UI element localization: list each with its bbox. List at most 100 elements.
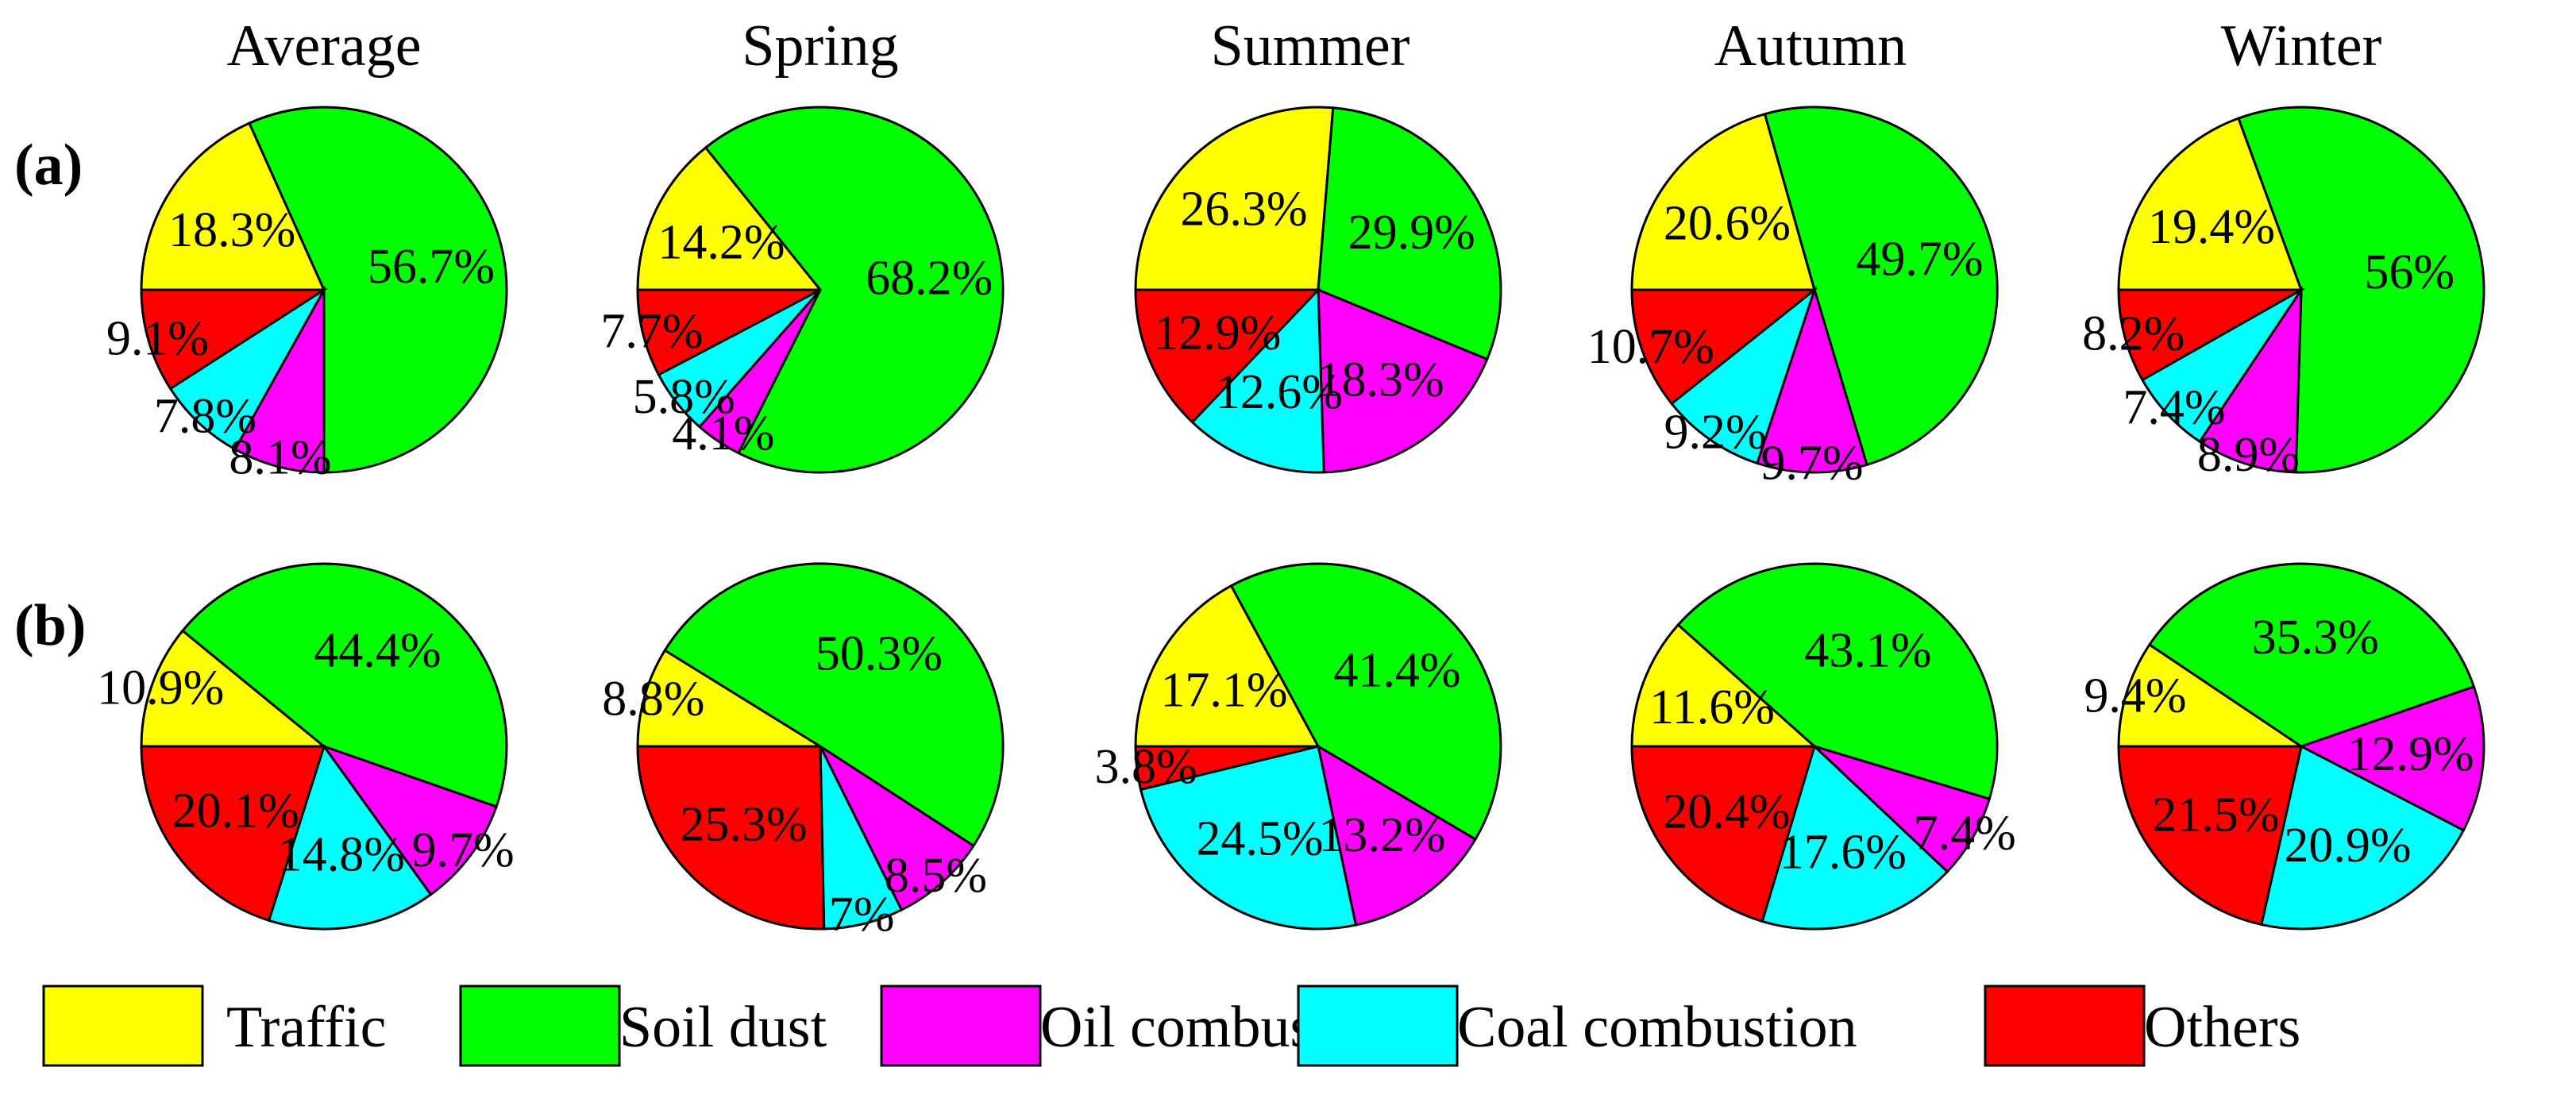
- pct-label-a-winter-traffic: 19.4%: [2148, 200, 2275, 254]
- column-titles: Average Spring Summer Autumn Winter: [226, 13, 2381, 79]
- pct-label-b-average-traffic: 10.9%: [97, 661, 224, 715]
- pct-label-a-autumn-oil-combustion: 9.7%: [1760, 437, 1863, 491]
- slice-a-winter-coal-combustion: [2140, 288, 2303, 444]
- legend-label-traffic: Traffic: [226, 995, 386, 1060]
- pct-label-a-winter-coal-combustion: 7.4%: [2123, 381, 2225, 435]
- legend-swatch-traffic: [42, 985, 204, 1067]
- pct-label-a-spring-soil-dust: 68.2%: [866, 251, 993, 305]
- pct-label-a-summer-oil-combustion: 18.3%: [1317, 353, 1444, 407]
- pct-label-a-spring-others: 7.7%: [600, 304, 703, 358]
- slice-a-winter-traffic: [2117, 117, 2304, 291]
- slice-b-average-traffic: [140, 629, 328, 748]
- pie-a-spring: 14.2% 68.2% 4.1%5.8% 7.7%: [600, 106, 1005, 474]
- pct-label-a-summer-coal-combustion: 12.6%: [1216, 365, 1343, 419]
- slice-a-autumn-oil-combustion: [1755, 286, 1868, 474]
- pct-label-b-average-soil-dust: 44.4%: [314, 624, 441, 678]
- pie-a-autumn: 20.6% 49.7% 9.7%9.2% 10.7%: [1587, 106, 1999, 491]
- slice-a-average-soil-dust: [248, 106, 508, 474]
- slice-a-winter-soil-dust: [2237, 106, 2485, 474]
- pct-label-a-spring-coal-combustion: 5.8%: [633, 370, 735, 424]
- slice-a-summer-oil-combustion: [1317, 287, 1489, 474]
- slice-a-summer-soil-dust: [1317, 106, 1502, 361]
- pct-label-b-winter-soil-dust: 35.3%: [2252, 611, 2379, 665]
- pct-label-b-autumn-soil-dust: 43.1%: [1804, 624, 1931, 678]
- pie-b-autumn: 11.6% 43.1% 7.4%17.6%20.4%: [1630, 562, 2016, 931]
- legend-swatch-others: [1984, 985, 2146, 1067]
- pct-label-b-average-oil-combustion: 9.7%: [412, 823, 515, 877]
- pct-label-a-summer-others: 12.9%: [1154, 306, 1281, 360]
- pie-a-winter: 19.4% 56% 8.9%7.4% 8.2%: [2082, 106, 2485, 482]
- slice-a-autumn-coal-combustion: [1670, 286, 1818, 465]
- slice-a-summer-traffic: [1134, 106, 1335, 291]
- slice-a-average-others: [140, 288, 329, 391]
- pct-label-b-average-others: 20.1%: [172, 784, 299, 838]
- slice-b-winter-coal-combustion: [2260, 744, 2466, 931]
- pct-label-a-winter-oil-combustion: 8.9%: [2197, 428, 2300, 482]
- slice-b-summer-oil-combustion: [1316, 743, 1478, 927]
- slice-b-spring-oil-combustion: [817, 742, 976, 912]
- pct-label-b-autumn-coal-combustion: 17.6%: [1780, 825, 1907, 879]
- slice-b-summer-others: [1134, 745, 1319, 792]
- pct-label-b-spring-soil-dust: 50.3%: [816, 626, 943, 680]
- slice-a-winter-oil-combustion: [2198, 285, 2303, 474]
- legend-swatch-oil-combustion: [880, 985, 1042, 1067]
- slice-b-spring-others: [636, 745, 826, 931]
- slice-b-summer-coal-combustion: [1139, 745, 1358, 931]
- slice-b-average-coal-combustion: [267, 743, 433, 931]
- pct-label-a-autumn-coal-combustion: 9.2%: [1664, 405, 1767, 459]
- slice-a-summer-coal-combustion: [1190, 287, 1325, 474]
- pct-label-b-average-coal-combustion: 14.8%: [278, 827, 405, 881]
- pct-label-b-winter-coal-combustion: 20.9%: [2284, 819, 2411, 873]
- pct-label-b-winter-others: 21.5%: [2152, 788, 2279, 842]
- pct-label-a-winter-others: 8.2%: [2082, 307, 2185, 361]
- slice-b-autumn-others: [1630, 745, 1817, 923]
- pie-a-summer: 26.3% 29.9% 18.3%12.6%12.9%: [1134, 106, 1502, 474]
- pct-label-a-average-traffic: 18.3%: [168, 203, 295, 257]
- slice-b-spring-traffic: [636, 649, 825, 748]
- pie-b-winter: 9.4% 35.3% 12.9% 20.9%21.5%: [2084, 562, 2485, 931]
- pct-label-a-average-oil-combustion: 8.1%: [229, 431, 331, 485]
- slice-a-average-traffic: [140, 121, 326, 291]
- slice-a-spring-others: [636, 288, 821, 377]
- slice-a-average-coal-combustion: [168, 288, 326, 451]
- pct-label-b-spring-traffic: 8.8%: [602, 672, 704, 726]
- pct-label-a-spring-traffic: 14.2%: [657, 216, 785, 270]
- slice-b-autumn-soil-dust: [1676, 562, 1999, 801]
- col-title-spring: Spring: [742, 13, 898, 79]
- pct-label-a-winter-soil-dust: 56%: [2364, 245, 2455, 299]
- pct-label-b-summer-traffic: 17.1%: [1160, 663, 1287, 717]
- col-title-winter: Winter: [2221, 13, 2382, 79]
- col-title-autumn: Autumn: [1714, 13, 1907, 79]
- slice-b-average-others: [140, 745, 326, 923]
- legend-swatch-coal-combustion: [1297, 985, 1459, 1067]
- pct-label-a-autumn-traffic: 20.6%: [1664, 197, 1791, 251]
- pct-label-a-average-soil-dust: 56.7%: [368, 240, 495, 294]
- legend-label-others: Others: [2144, 995, 2300, 1060]
- slice-b-spring-soil-dust: [663, 562, 1005, 848]
- slice-b-autumn-coal-combustion: [1760, 744, 1949, 931]
- legend-label-coal-combustion: Coal combustion: [1457, 995, 1857, 1060]
- slice-b-summer-soil-dust: [1229, 562, 1502, 842]
- slice-a-autumn-traffic: [1630, 112, 1816, 291]
- legend: Traffic Soil dust Oil combustion Coal combu…: [42, 985, 2300, 1067]
- pct-label-a-autumn-soil-dust: 49.7%: [1856, 233, 1983, 287]
- pct-label-b-summer-soil-dust: 41.4%: [1333, 643, 1460, 697]
- slice-b-winter-others: [2117, 745, 2303, 927]
- slice-a-autumn-soil-dust: [1763, 106, 1999, 467]
- pct-label-b-autumn-others: 20.4%: [1663, 784, 1790, 838]
- pct-label-b-summer-oil-combustion: 13.2%: [1318, 808, 1445, 862]
- slice-b-autumn-traffic: [1630, 622, 1818, 748]
- pie-b-summer: 17.1% 41.4% 13.2%24.5% 3.8%: [1095, 562, 1502, 931]
- pct-label-b-spring-oil-combustion: 8.5%: [885, 849, 987, 903]
- pct-label-a-summer-soil-dust: 29.9%: [1348, 206, 1475, 260]
- pct-label-b-spring-others: 25.3%: [680, 798, 807, 852]
- slice-b-winter-traffic: [2117, 642, 2305, 748]
- slice-a-winter-others: [2117, 288, 2306, 382]
- pie-grid: 18.3% 56.7% 8.1%7.8% 9.1% 14.2% 68.2% 4.1%5.8%…: [97, 106, 2485, 942]
- pie-b-average: 10.9% 44.4% 9.7%14.8%20.1%: [97, 562, 515, 931]
- pct-label-a-summer-traffic: 26.3%: [1180, 183, 1307, 237]
- pct-label-b-autumn-traffic: 11.6%: [1649, 680, 1775, 734]
- col-title-summer: Summer: [1211, 13, 1410, 79]
- slice-b-average-soil-dust: [180, 562, 508, 808]
